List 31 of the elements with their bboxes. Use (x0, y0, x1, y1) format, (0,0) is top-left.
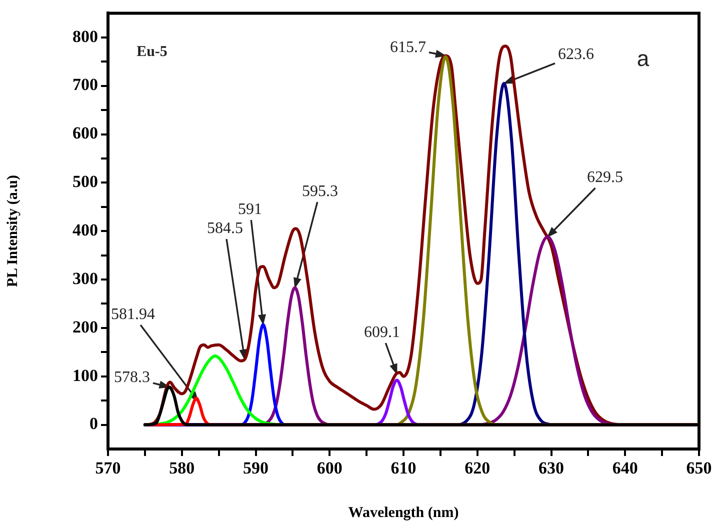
x-tick-label: 650 (686, 458, 712, 478)
x-tick-label: 570 (95, 458, 121, 478)
annotation: 623.6 (558, 46, 594, 64)
annotation: a (636, 46, 650, 72)
y-tick-label: 0 (90, 414, 98, 434)
x-tick-label: 640 (612, 458, 638, 478)
x-axis-title: Wavelength (nm) (348, 504, 459, 521)
annotation: 581.94 (111, 306, 155, 324)
x-tick-label: 620 (464, 458, 490, 478)
y-tick-label: 100 (72, 366, 98, 385)
y-tick-label: 500 (72, 172, 98, 192)
x-tick-label: 630 (538, 458, 564, 478)
x-tick-label: 600 (316, 458, 342, 478)
annotation: 595.3 (302, 183, 338, 200)
annotation: 609.1 (364, 324, 400, 342)
y-tick-label: 700 (72, 75, 98, 94)
annotation: Eu-5 (136, 44, 168, 60)
y-axis-title: PL Intensity (a.u) (4, 175, 21, 288)
y-tick-label: 800 (72, 26, 98, 46)
y-tick-label: 600 (72, 124, 98, 143)
annotation: 629.5 (587, 169, 623, 186)
x-tick-label: 610 (390, 458, 416, 478)
annotation: 615.7 (390, 39, 426, 56)
y-tick-label: 300 (72, 268, 98, 288)
annotation: 584.5 (207, 220, 243, 238)
annotation: 591 (238, 201, 262, 218)
y-tick-label: 400 (72, 220, 98, 240)
x-tick-label: 580 (169, 458, 195, 478)
y-tick-label: 200 (72, 317, 98, 336)
x-tick-label: 590 (243, 458, 268, 478)
annotation: 578.3 (114, 369, 150, 386)
